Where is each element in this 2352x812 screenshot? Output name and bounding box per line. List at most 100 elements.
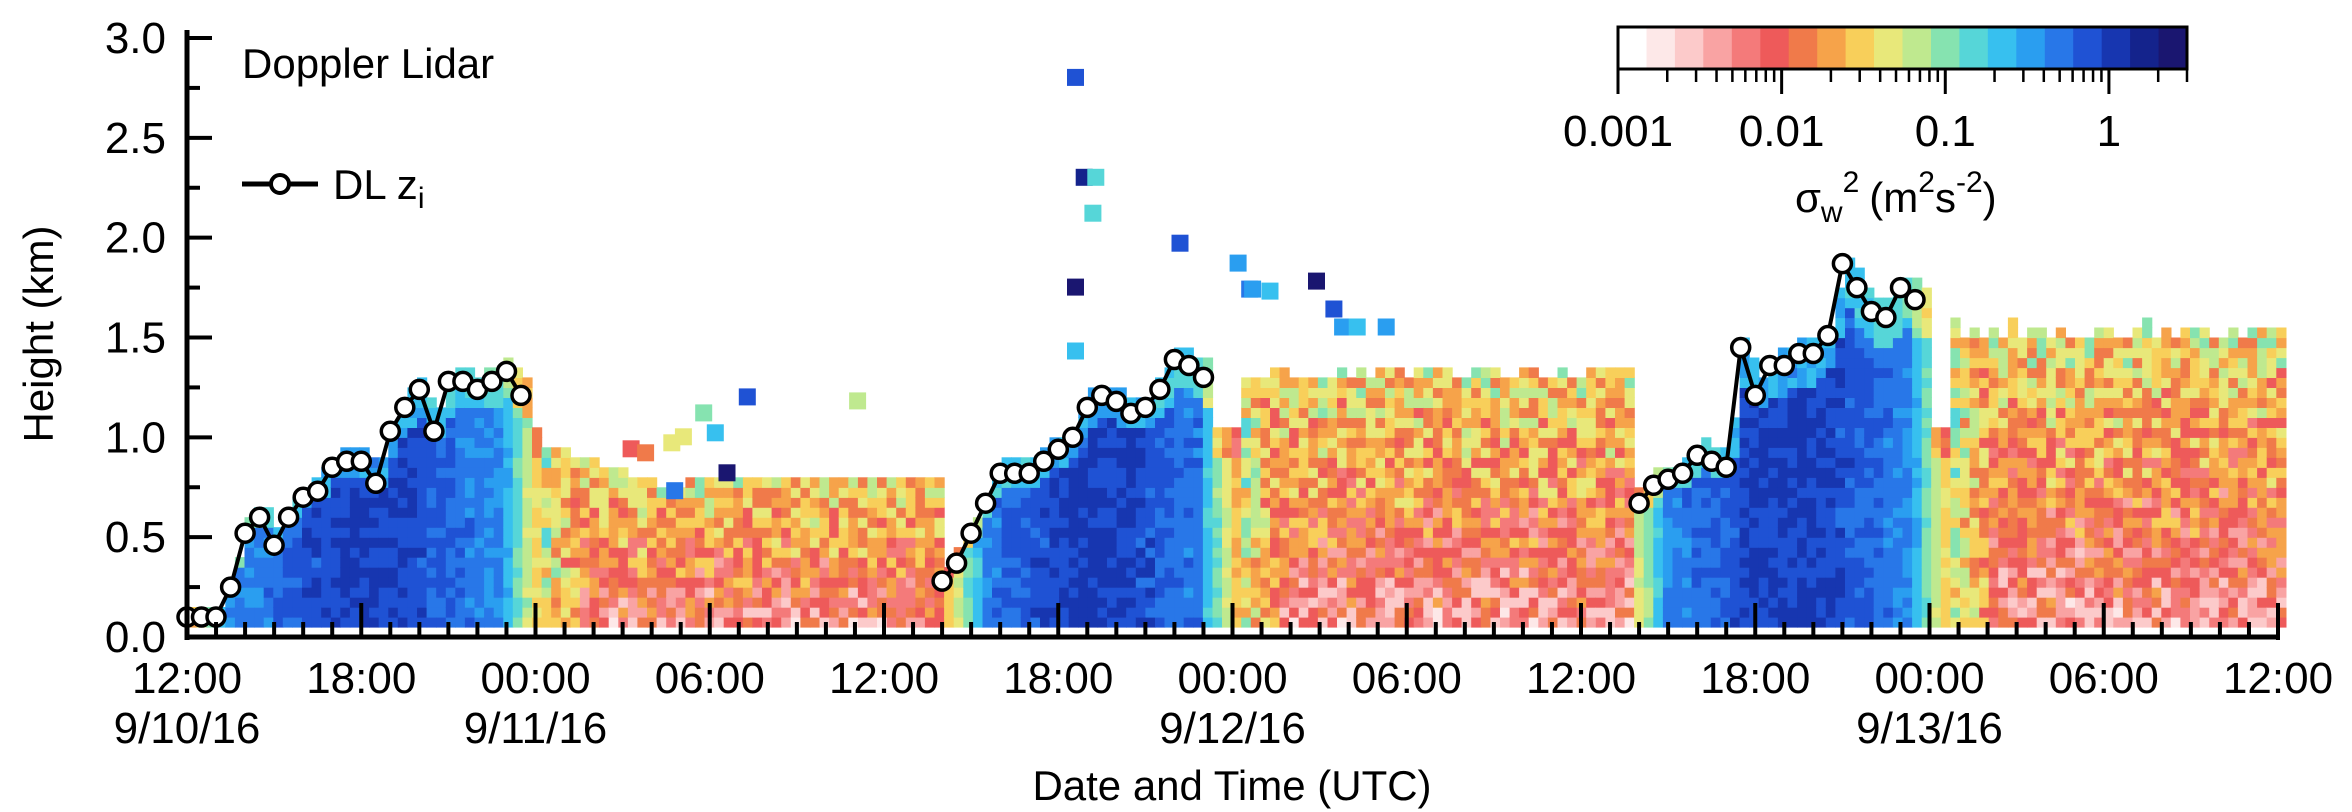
heatmap-cell [2132,357,2143,369]
heatmap-cell [1174,477,1185,488]
heatmap-cell [1691,547,1702,558]
heatmap-cell [570,487,581,498]
heatmap-cell [445,597,456,608]
heatmap-cell [1797,447,1808,458]
heatmap-cell [675,497,686,508]
heatmap-cell [1969,597,1980,608]
heatmap-cell [1193,607,1204,618]
heatmap-cell [1432,507,1444,518]
heatmap-cell [1337,367,1348,378]
heatmap-cell [627,567,639,578]
heatmap-cell [1222,487,1233,498]
heatmap-cell [1164,547,1175,558]
heatmap-cell [1337,387,1348,398]
heatmap-cell [2276,587,2287,598]
heatmap-cell [1049,617,1060,628]
heatmap-cell [1912,597,1923,608]
heatmap-cell [1078,497,1089,508]
heatmap-cell [2113,357,2124,369]
heatmap-cell [1576,457,1587,468]
heatmap-cell [1547,567,1559,578]
heatmap-cell [1432,457,1444,468]
heatmap-cell [1595,547,1606,558]
heatmap-cell [637,517,648,528]
heatmap-cell [1950,417,1961,428]
heatmap-cell [1835,317,1846,329]
heatmap-cell [2237,607,2249,618]
heatmap-cell [1816,497,1827,508]
heatmap-cell [417,417,428,428]
heatmap-cell [2103,547,2114,558]
heatmap-cell [1662,607,1674,618]
heatmap-cell [1960,447,1971,458]
heatmap-cell [388,617,399,628]
heatmap-cell [512,547,523,558]
heatmap-cell [1193,567,1204,578]
heatmap-cell [1825,617,1836,628]
heatmap-cell [1931,447,1942,458]
heatmap-cell [1883,557,1894,568]
heatmap-cell [2257,437,2268,448]
heatmap-cell [1471,547,1482,558]
heatmap-cell [2237,437,2249,448]
heatmap-cell [1107,507,1118,518]
heatmap-cell [848,507,859,518]
heatmap-cell [1710,527,1721,538]
heatmap-cell [2161,557,2172,568]
heatmap-cell [1097,527,1108,538]
heatmap-cell [685,557,696,568]
heatmap-cell [1164,377,1175,388]
heatmap-cell [1317,577,1329,588]
heatmap-cell [1145,537,1156,548]
heatmap-cell [1758,477,1769,488]
heatmap-cell [1087,447,1099,458]
heatmap-cell [1998,537,2009,548]
heatmap-cell [2027,537,2038,548]
heatmap-cell [1902,587,1913,598]
heatmap-cell [1816,447,1827,458]
heatmap-cell [445,507,456,518]
heatmap-cell [493,557,504,568]
heatmap-cell [436,477,447,488]
heatmap-cell [1864,477,1875,488]
heatmap-cell [1902,517,1913,528]
heatmap-cell [1624,607,1635,618]
heatmap-cell [1068,487,1079,498]
heatmap-cell [1001,617,1012,628]
heatmap-cell [1892,547,1904,558]
heatmap-cell [1672,557,1683,568]
heatmap-cell [532,527,543,538]
heatmap-cell [522,557,533,568]
heatmap-cells [187,257,2287,628]
heatmap-cell [1260,537,1271,548]
heatmap-cell [2237,597,2249,608]
heatmap-cell [1998,407,2009,418]
heatmap-cell [1001,587,1012,598]
heatmap-cell [886,577,897,588]
heatmap-cell [1787,527,1798,538]
heatmap-cell [1193,467,1204,478]
heatmap-cell [953,587,964,598]
heatmap-cell [1519,407,1530,418]
heatmap-cell [1576,567,1587,578]
heatmap-cell [1222,437,1233,448]
heatmap-cell [484,537,495,548]
heatmap-cell [1845,517,1856,528]
heatmap-cell [1394,387,1405,398]
heatmap-cell [2237,457,2249,468]
heatmap-cell [2276,387,2287,398]
heatmap-cell [1394,547,1405,558]
heatmap-cell [637,477,648,488]
heatmap-cell [618,527,629,538]
heatmap-cell [1442,457,1453,468]
heatmap-cell [1452,377,1463,388]
heatmap-cell [2094,487,2105,498]
heatmap-cell [2180,537,2191,548]
heatmap-cell [1116,577,1127,588]
heatmap-cell [1854,377,1865,388]
heatmap-cell [2170,507,2181,518]
heatmap-cell [1969,617,1980,628]
heatmap-cell [1308,557,1319,568]
heatmap-cell [1087,427,1099,438]
heatmap-cell [1595,537,1606,548]
